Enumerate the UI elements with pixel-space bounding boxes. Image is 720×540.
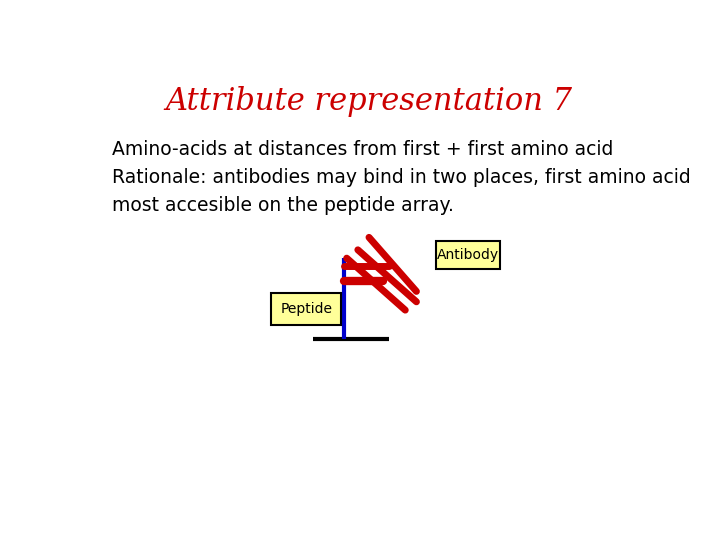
FancyBboxPatch shape <box>271 294 341 325</box>
FancyBboxPatch shape <box>436 241 500 268</box>
Text: Amino-acids at distances from first + first amino acid
Rationale: antibodies may: Amino-acids at distances from first + fi… <box>112 140 691 214</box>
Text: Peptide: Peptide <box>280 302 332 316</box>
Text: Attribute representation 7: Attribute representation 7 <box>166 85 572 117</box>
Text: Antibody: Antibody <box>437 248 499 261</box>
